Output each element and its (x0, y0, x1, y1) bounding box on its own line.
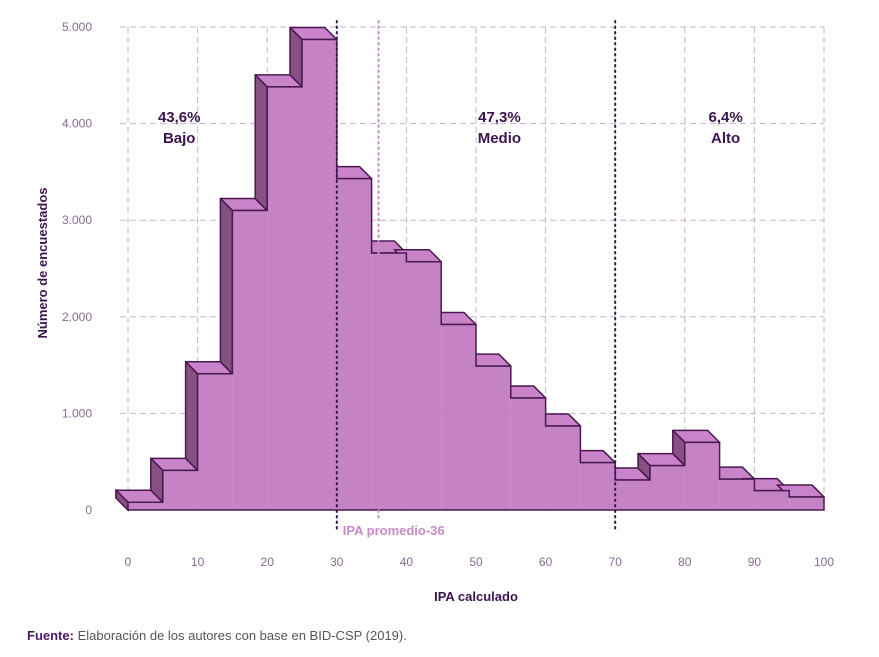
bar (336, 178, 372, 511)
x-tick-label: 90 (748, 555, 762, 569)
x-tick-label: 80 (678, 555, 692, 569)
source-note: Fuente: Elaboración de los autores con b… (27, 628, 407, 643)
x-axis-label: IPA calculado (434, 589, 518, 604)
bar (406, 261, 442, 510)
bar-outline (127, 38, 825, 511)
x-tick-label: 50 (469, 555, 483, 569)
histogram-chart: IPA promedio-36 0 1.000 2.000 3.000 4.000 5.0… (35, 20, 835, 604)
bar-side-face (219, 197, 234, 375)
x-tick-label: 60 (539, 555, 553, 569)
bar (197, 373, 233, 510)
reference-lines: IPA promedio-36 (335, 20, 617, 538)
annotation-category: Alto (711, 130, 740, 147)
annotation-percent: 47,3% (478, 109, 521, 126)
source-label: Fuente: (27, 628, 74, 643)
annotation-category: Medio (478, 130, 521, 147)
y-tick-label: 3.000 (62, 213, 92, 227)
bar-side-face (184, 361, 199, 472)
bar (684, 442, 720, 510)
x-tick-label: 100 (814, 555, 834, 569)
bar (580, 462, 616, 510)
annotation-category: Bajo (163, 130, 196, 147)
bar-side-face (254, 74, 268, 212)
y-tick-label: 0 (85, 503, 92, 517)
bar (719, 479, 755, 510)
y-axis-label: Número de encuestados (35, 188, 50, 339)
bar (789, 496, 824, 510)
bar (441, 324, 476, 510)
x-tick-label: 0 (125, 555, 132, 569)
x-tick-label: 40 (400, 555, 414, 569)
x-tick-label: 70 (609, 555, 623, 569)
annotations: 43,6% Bajo 47,3% Medio 6,4% Alto (158, 109, 743, 147)
bar (545, 425, 581, 510)
x-tick-label: 20 (261, 555, 275, 569)
source-text: Elaboración de los autores con base en B… (73, 628, 407, 643)
x-tick-label: 10 (191, 555, 205, 569)
bar (371, 253, 407, 510)
bar (162, 470, 198, 510)
y-tick-label: 1.000 (62, 406, 92, 420)
bar (615, 480, 650, 510)
y-tick-label: 4.000 (62, 117, 92, 131)
x-tick-label: 30 (330, 555, 344, 569)
y-tick-label: 2.000 (62, 310, 92, 324)
bar (302, 39, 337, 511)
bar (754, 490, 790, 510)
bar (510, 397, 546, 510)
annotation-percent: 43,6% (158, 109, 201, 126)
mean-label: IPA promedio-36 (343, 523, 445, 538)
bar (267, 86, 302, 510)
y-axis-ticks: 0 1.000 2.000 3.000 4.000 5.000 (62, 20, 92, 517)
bars (115, 26, 825, 512)
x-axis-ticks: 0 10 20 30 40 50 60 70 80 90 100 (125, 555, 835, 569)
bar (650, 465, 685, 510)
bar (232, 210, 268, 511)
bar (128, 502, 163, 510)
annotation-percent: 6,4% (708, 109, 742, 126)
y-tick-label: 5.000 (62, 20, 92, 34)
bar (476, 366, 511, 510)
